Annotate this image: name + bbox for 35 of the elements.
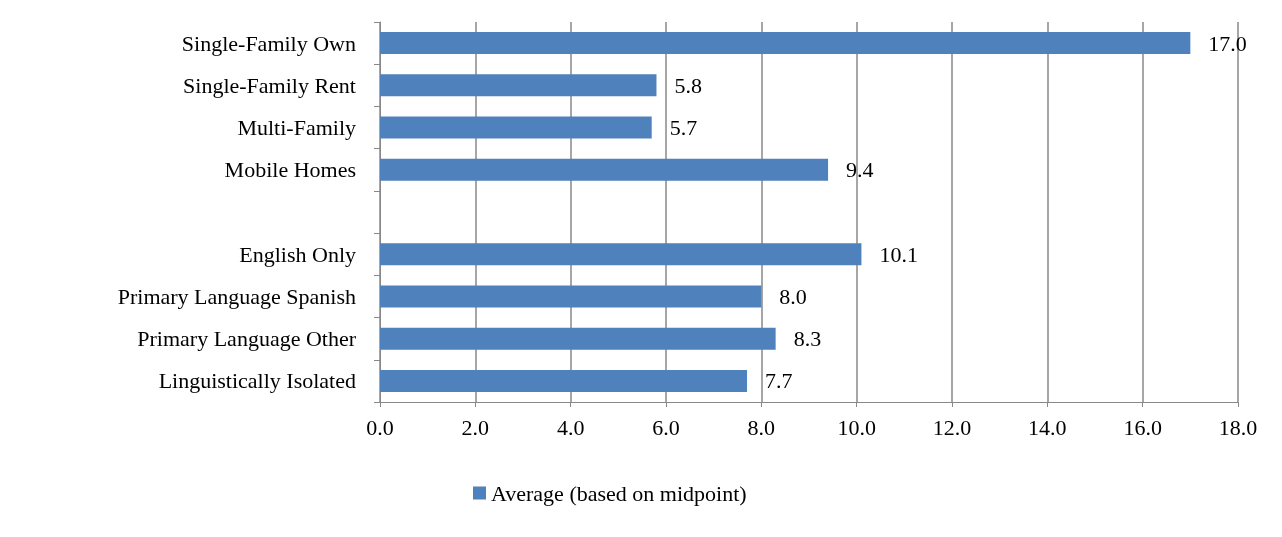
- x-tick-label: 16.0: [1123, 414, 1162, 440]
- bar: [380, 74, 657, 97]
- x-tick-label: 4.0: [556, 414, 585, 440]
- bar: [380, 32, 1191, 55]
- y-tick-label: Single-Family Rent: [183, 72, 356, 98]
- bar: [380, 327, 776, 350]
- data-label: 5.7: [669, 115, 698, 141]
- bar: [380, 285, 762, 308]
- bar: [380, 116, 652, 139]
- y-tick-label: Single-Family Own: [181, 30, 356, 56]
- data-label: 8.3: [793, 326, 822, 352]
- y-tick-label: Primary Language Spanish: [117, 283, 356, 309]
- bar: [380, 158, 829, 181]
- bar: [380, 243, 862, 266]
- bar: [380, 369, 748, 392]
- y-tick-label: English Only: [239, 241, 356, 267]
- x-tick-label: 8.0: [747, 414, 776, 440]
- y-tick-label: Multi-Family: [237, 115, 356, 141]
- data-label: 5.8: [674, 72, 702, 98]
- x-tick-label: 10.0: [837, 414, 876, 440]
- x-tick-label: 14.0: [1028, 414, 1067, 440]
- x-tick-label: 2.0: [461, 414, 490, 440]
- data-label: 9.4: [846, 157, 874, 183]
- data-label: 10.1: [879, 241, 918, 267]
- x-tick-label: 0.0: [366, 414, 394, 440]
- x-tick-label: 18.0: [1218, 414, 1258, 440]
- data-label: 8.0: [779, 283, 807, 309]
- y-tick-label: Primary Language Other: [137, 326, 357, 352]
- y-tick-label: Mobile Homes: [224, 157, 356, 183]
- x-tick-label: 12.0: [932, 414, 972, 440]
- y-tick-label: Linguistically Isolated: [158, 368, 356, 394]
- data-label: 17.0: [1208, 30, 1247, 56]
- legend-label: Average (based on midpoint): [491, 480, 747, 506]
- data-label: 7.7: [765, 368, 793, 394]
- x-tick-label: 6.0: [652, 414, 680, 440]
